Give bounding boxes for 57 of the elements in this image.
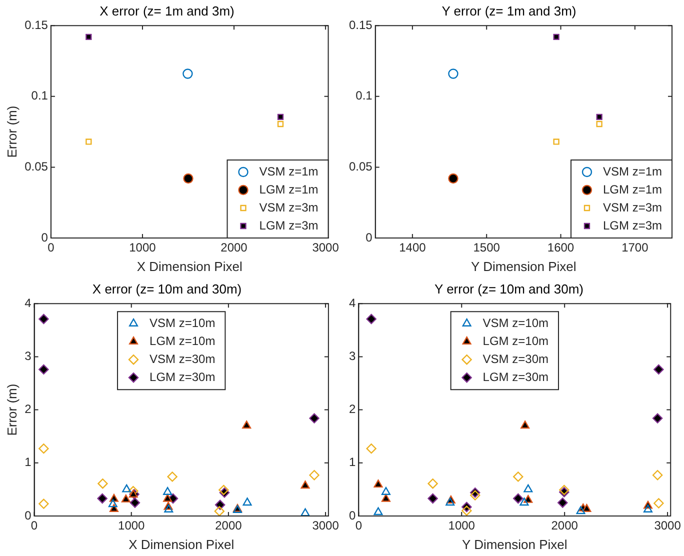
y-tick-label: 0 [348,508,356,522]
x-tick-label: 1000 [118,518,146,533]
x-tick-label: 1000 [129,240,156,255]
legend-label: LGM z=10m [482,334,549,348]
legend-label: LGM z=30m [150,370,216,384]
x-tick-label: 3000 [312,240,340,255]
legend-label: LGM z=3m [602,218,662,232]
y-axis-title: Error (m) [4,106,20,158]
y-tick-label: 0 [41,230,48,244]
x-tick-label: 1600 [547,240,574,255]
x-tick-label: 2000 [220,240,248,255]
legend-label: VSM z=10m [150,316,216,330]
x-axis-title: Y Dimension Pixel [471,258,576,274]
chart-title: Y error (z= 10m and 30m) [434,281,584,296]
chart-title: X error (z= 1m and 3m) [100,3,234,18]
legend-label: LGM z=3m [259,218,318,232]
y-tick-label: 3 [348,349,356,364]
x-axis-title: X Dimension Pixel [128,536,234,552]
y-tick-label: 0.05 [24,160,48,174]
x-tick-label: 3000 [654,518,682,533]
x-axis-title: X Dimension Pixel [136,258,242,274]
y-tick-label: 1 [348,455,356,470]
y-tick-label: 0.15 [348,18,373,32]
legend-label: LGM z=1m [259,182,318,196]
x-tick-label: 1700 [622,240,649,255]
x-tick-label: 1500 [473,240,500,255]
legend-label: VSM z=10m [482,316,549,330]
legend-label: VSM z=30m [150,352,216,366]
x-tick-label: 2000 [551,518,578,533]
legend-label: VSM z=30m [482,352,549,366]
y-tick-label: 1 [24,455,32,470]
x-tick-label: 1000 [448,518,476,533]
y-tick-label: 2 [348,402,356,416]
x-tick-label: 2000 [215,518,242,533]
legend-label: LGM z=30m [482,370,549,384]
chart-title: Y error (z= 1m and 3m) [442,3,576,18]
x-axis-title: Y Dimension Pixel [462,536,568,552]
legend-label: LGM z=1m [602,182,662,196]
y-tick-label: 0.15 [24,18,48,32]
y-tick-label: 0.1 [31,88,48,103]
x-tick-label: 1400 [399,240,426,255]
y-tick-label: 0.05 [348,160,373,174]
y-tick-label: 4 [24,296,32,310]
y-tick-label: 3 [24,349,32,364]
chart-title: X error (z= 10m and 30m) [92,281,242,296]
x-tick-label: 3000 [312,518,340,533]
legend-label: VSM z=1m [602,164,662,178]
legend-label: VSM z=3m [602,200,662,214]
legend-label: VSM z=3m [259,200,318,214]
y-tick-label: 0 [24,508,32,522]
y-tick-label: 2 [24,402,32,416]
y-axis-title: Error (m) [4,384,20,436]
legend-label: LGM z=10m [150,334,216,348]
legend-label: VSM z=1m [259,164,318,178]
y-tick-label: 0.1 [356,88,373,103]
y-tick-label: 4 [348,296,356,310]
y-tick-label: 0 [366,230,373,244]
